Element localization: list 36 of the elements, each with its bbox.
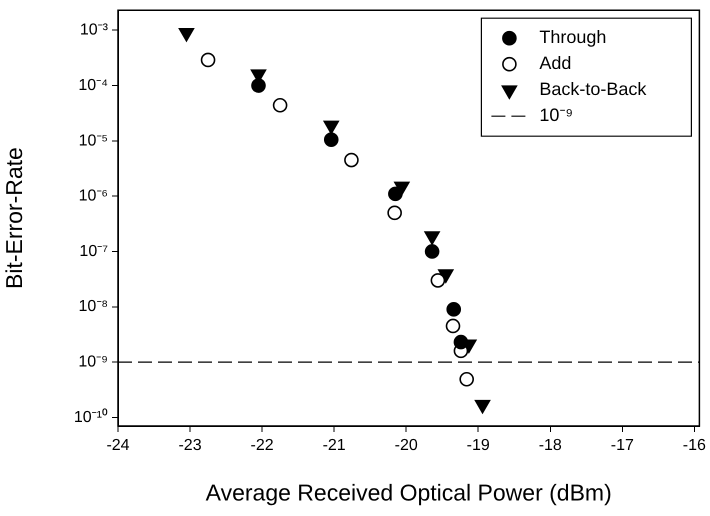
y-tick-label: 10⁻⁸ (78, 298, 108, 316)
point (387, 206, 402, 220)
legend-label: Back-to-Back (539, 79, 648, 100)
y-axis-title: Bit-Error-Rate (1, 147, 28, 290)
y-tick-label: 10⁻⁴ (78, 76, 108, 94)
x-tick-label: -22 (250, 437, 274, 454)
point (200, 52, 216, 68)
y-tick-label: 10⁻⁶ (78, 188, 108, 205)
y-tick-label: 10⁻³ (80, 22, 109, 39)
y-tick-label: 10⁻⁹ (78, 354, 108, 371)
point (251, 78, 266, 93)
point (459, 372, 474, 387)
point (388, 186, 403, 202)
point (344, 152, 359, 168)
x-tick-label: -16 (682, 437, 706, 454)
x-tick-label: -23 (178, 437, 202, 454)
point (324, 132, 339, 147)
y-tick-label: 10⁻⁵ (78, 132, 108, 150)
x-tick-label: -20 (394, 437, 418, 454)
point (454, 334, 468, 350)
point (424, 244, 440, 259)
x-axis-title: Average Received Optical Power (dBm) (206, 480, 612, 506)
legend-label: Through (539, 27, 606, 48)
x-tick-label: -19 (466, 437, 490, 454)
x-tick-label: -21 (322, 437, 346, 454)
point (446, 302, 462, 317)
x-tick-label: -24 (106, 437, 130, 454)
x-tick-label: -17 (610, 437, 634, 454)
x-tick-label: -18 (538, 437, 562, 454)
legend-label: 10⁻⁹ (539, 105, 574, 126)
point (272, 98, 288, 113)
point (430, 273, 446, 288)
point (446, 318, 460, 334)
y-tick-label: 10⁻¹⁰ (74, 408, 108, 426)
legend-label: Add (539, 53, 572, 74)
y-tick-label: 10⁻⁷ (79, 242, 108, 260)
